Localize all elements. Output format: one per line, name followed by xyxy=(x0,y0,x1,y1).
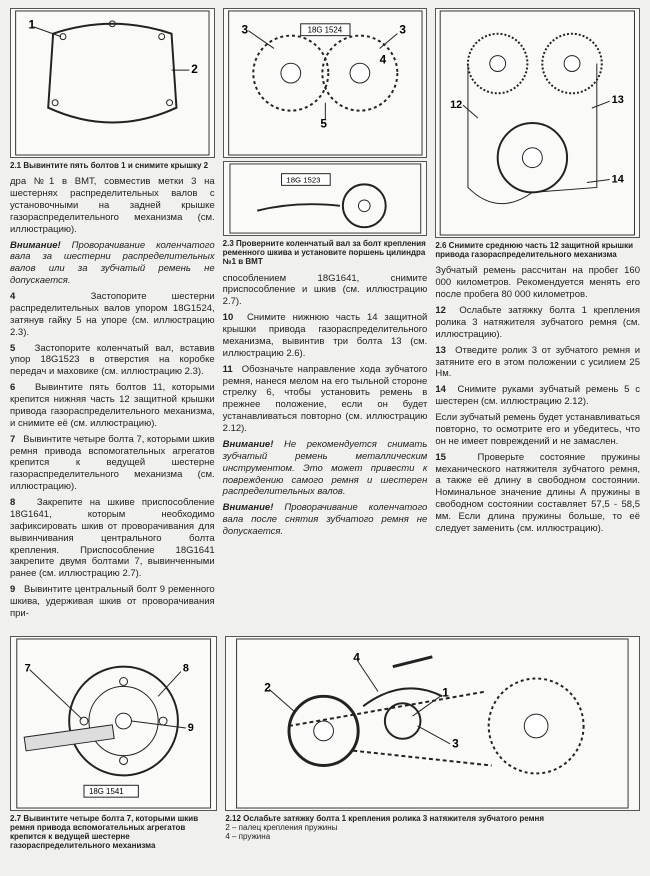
figure-2-3-bottom: 18G 1523 xyxy=(223,161,428,236)
svg-text:2: 2 xyxy=(191,62,198,76)
figure-2-3-top: 18G 1524 3 3 4 5 xyxy=(223,8,428,158)
figure-2-1: 1 2 xyxy=(10,8,215,158)
belt-life-para: Зубчатый ремень рассчитан на пробег 160 … xyxy=(435,265,640,301)
step-7: 7 Вывинтите четыре болта 7, которыми шки… xyxy=(10,434,215,493)
caption-2-6: 2.6 Снимите среднюю часть 12 защитной кр… xyxy=(435,241,640,259)
svg-text:3: 3 xyxy=(399,23,406,37)
caption-2-12: 2.12 Ослабьте затяжку болта 1 крепления … xyxy=(225,814,640,842)
tool-label-1523: 18G 1523 xyxy=(286,175,320,184)
tool-label-1524: 18G 1524 xyxy=(307,26,342,35)
caption-2-7: 2.7 Вывинтите четыре болта 7, которыми ш… xyxy=(10,814,217,851)
warning-1: Внимание! Проворачивание коленчатого вал… xyxy=(10,240,215,288)
warning-3: Внимание! Проворачивание коленчатого вал… xyxy=(223,502,428,538)
svg-text:14: 14 xyxy=(612,173,624,185)
svg-text:8: 8 xyxy=(183,662,189,674)
svg-text:3: 3 xyxy=(452,737,459,751)
figure-2-7: 7 8 9 18G 1541 xyxy=(10,636,217,811)
step-13: 13 Отведите ролик 3 от зубчатого ремня и… xyxy=(435,345,640,381)
svg-text:13: 13 xyxy=(612,94,624,106)
step-6: 6 Вывинтите пять болтов 11, которыми кре… xyxy=(10,382,215,430)
step-4: 4 Застопорите шестерни распределительных… xyxy=(10,291,215,339)
step-5: 5 Застопорите коленчатый вал, вставив уп… xyxy=(10,343,215,379)
step-14: 14 Снимите руками зубчатый ремень 5 с ше… xyxy=(435,384,640,408)
svg-text:1: 1 xyxy=(443,685,450,699)
svg-text:7: 7 xyxy=(25,662,31,674)
tool-label-1541: 18G 1541 xyxy=(89,787,124,796)
svg-text:12: 12 xyxy=(450,99,462,111)
svg-text:5: 5 xyxy=(320,116,327,130)
step-10: 10 Снимите нижнюю часть 14 защитной крыш… xyxy=(223,312,428,360)
caption-2-1: 2.1 Вывинтите пять болтов 1 и снимите кр… xyxy=(10,161,215,170)
warning-2: Внимание! Не рекомендуется снимать зубча… xyxy=(223,439,428,498)
caption-2-3: 2.3 Проверните коленчатый вал за болт кр… xyxy=(223,239,428,267)
step-15: 15 Проверьте состояние пружины механичес… xyxy=(435,452,640,535)
step-11: 11 Обозначьте направление хода зубчатого… xyxy=(223,364,428,435)
svg-text:3: 3 xyxy=(241,23,248,37)
intro-text: дра №1 в ВМТ, совместив метки 3 на шесте… xyxy=(10,176,215,235)
step-9-cont: способлением 18G1641, снимите приспособл… xyxy=(223,273,428,309)
step-12: 12 Ослабьте затяжку болта 1 крепления ро… xyxy=(435,305,640,341)
figure-2-12: 2 4 1 3 xyxy=(225,636,640,811)
svg-text:9: 9 xyxy=(188,722,194,734)
svg-text:2: 2 xyxy=(265,680,272,694)
step-8: 8 Закрепите на шкиве приспособление 18G1… xyxy=(10,497,215,580)
belt-reuse-para: Если зубчатый ремень будет устанавливать… xyxy=(435,412,640,448)
svg-text:4: 4 xyxy=(379,52,386,66)
svg-text:1: 1 xyxy=(28,18,35,32)
step-9: 9 Вывинтите центральный болт 9 ременного… xyxy=(10,584,215,620)
figure-2-6: 12 13 14 xyxy=(435,8,640,238)
